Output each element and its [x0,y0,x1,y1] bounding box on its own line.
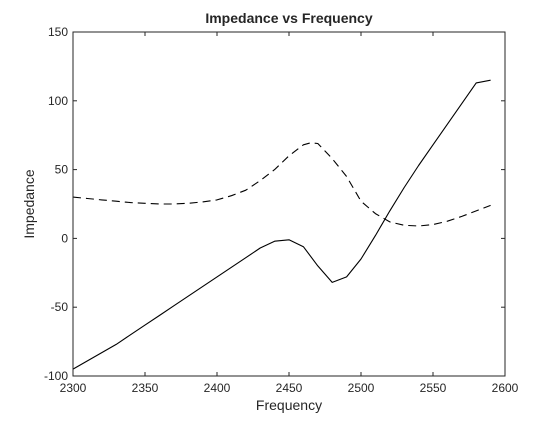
x-tick-label: 2400 [204,381,231,395]
x-tick-label: 2550 [420,381,447,395]
x-tick-label: 2450 [276,381,303,395]
plot-area [73,32,505,376]
x-tick-label: 2500 [348,381,375,395]
x-tick-label: 2350 [132,381,159,395]
series-line-solid [72,79,491,370]
y-tick-label: 100 [48,94,68,108]
y-tick-label: 150 [48,25,68,39]
x-ticks: 2300 2350 2400 2450 2500 2550 2600 [60,32,519,395]
x-tick-label: 2300 [60,381,87,395]
series-layer [72,79,491,370]
x-tick-label: 2600 [492,381,519,395]
x-axis-label: Frequency [256,397,322,413]
y-tick-label: -50 [51,300,69,314]
chart-title: Impedance vs Frequency [205,10,373,26]
y-axis-label: Impedance [21,169,37,238]
y-tick-label: 0 [61,231,68,245]
series-line-dashed [72,142,491,227]
y-tick-label: -100 [44,369,68,383]
y-ticks: -100 -50 0 50 100 150 [44,25,505,383]
y-tick-label: 50 [55,163,69,177]
